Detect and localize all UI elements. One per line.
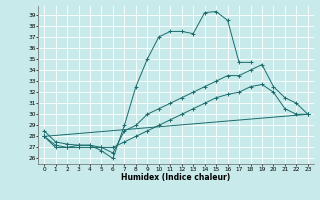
- X-axis label: Humidex (Indice chaleur): Humidex (Indice chaleur): [121, 173, 231, 182]
